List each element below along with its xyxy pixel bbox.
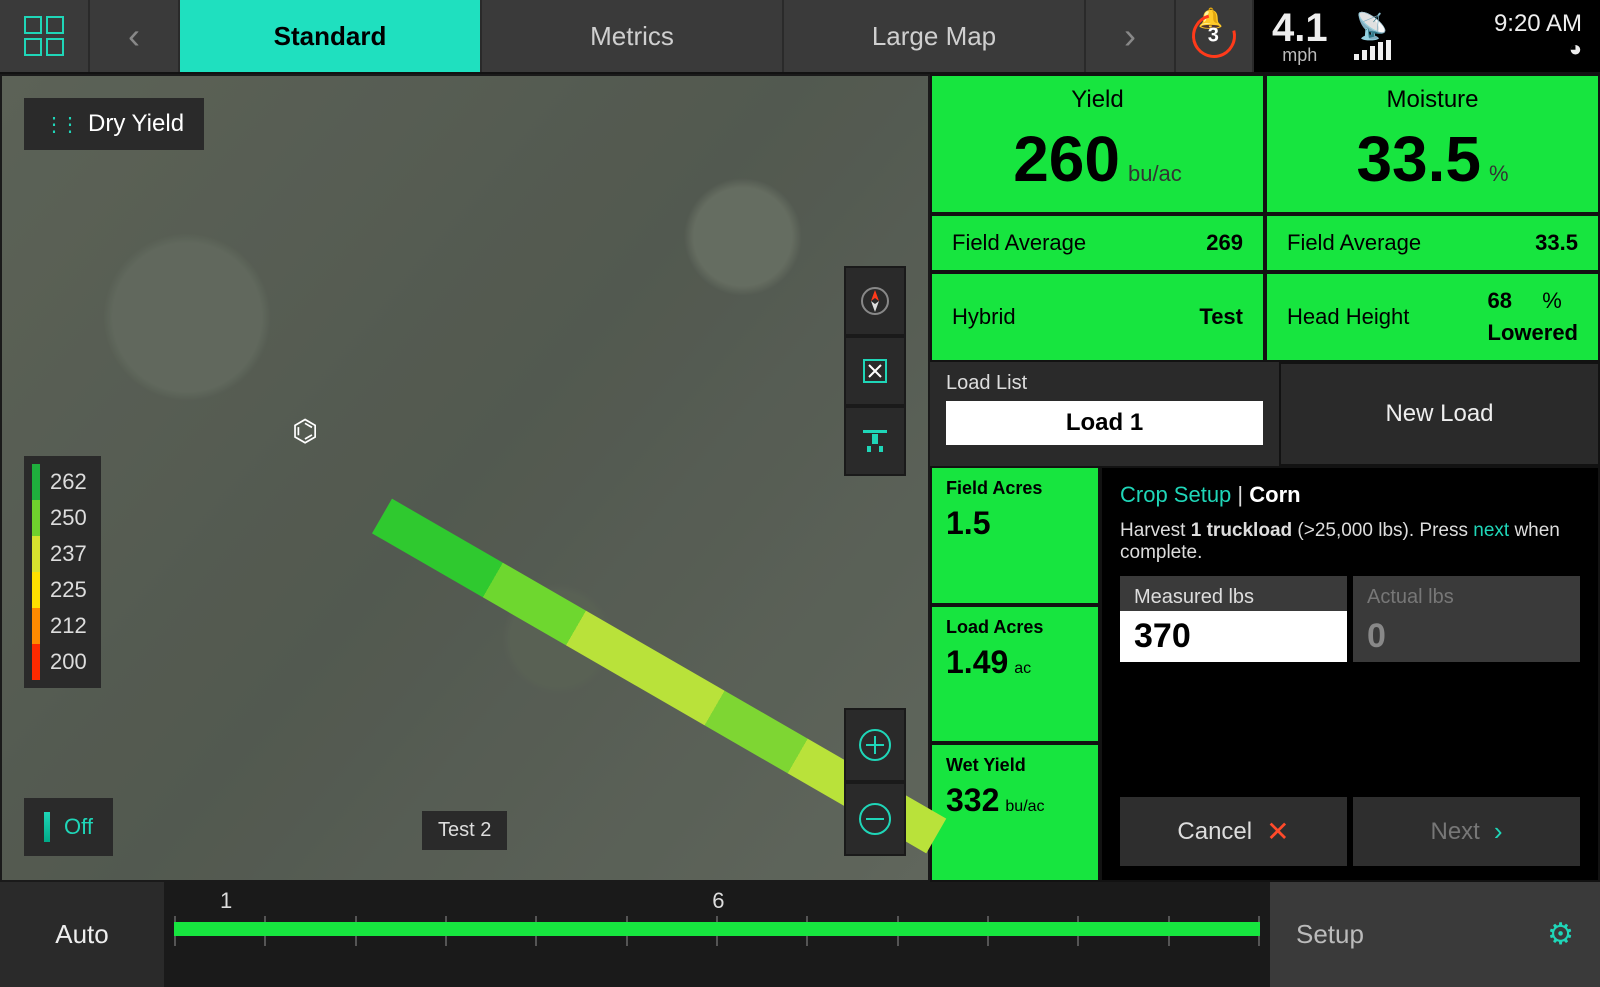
crop-setup-instruction: Harvest 1 truckload (>25,000 lbs). Press… [1120, 520, 1580, 564]
field-acres-card[interactable]: Field Acres 1.5 [930, 466, 1100, 605]
fullscreen-button[interactable] [844, 336, 906, 406]
new-load-button[interactable]: New Load [1279, 362, 1600, 466]
head-height-unit: % [1542, 288, 1578, 314]
wet-yield-value: 332 [946, 782, 999, 818]
load-acres-card[interactable]: Load Acres 1.49 ac [930, 605, 1100, 744]
yield-avg-row: Field Average 269 [930, 214, 1265, 272]
load-list-label: Load List [946, 372, 1263, 395]
legend-row: 262 [32, 464, 87, 500]
cancel-button[interactable]: Cancel ✕ [1120, 797, 1347, 866]
legend-row: 250 [32, 500, 87, 536]
layer-off-button[interactable]: Off [24, 798, 113, 856]
next-label: Next [1430, 818, 1479, 846]
measured-lbs-label: Measured lbs [1120, 576, 1347, 611]
gear-icon: ⚙ [1547, 917, 1574, 952]
layer-label: Dry Yield [88, 110, 184, 138]
field-label: Test 2 [422, 811, 507, 850]
yield-avg-value: 269 [1206, 230, 1243, 256]
nav-prev-button[interactable]: ‹ [90, 0, 178, 72]
auto-button[interactable]: Auto [0, 882, 164, 987]
map-view[interactable]: ⌬ ⋮⋮ Dry Yield 262250237225212200 Off Te… [0, 74, 930, 882]
menu-dots-icon: ⋮⋮ [44, 112, 76, 137]
chevron-right-icon: › [1494, 816, 1503, 847]
setup-label: Setup [1296, 919, 1364, 950]
crop-setup-panel: Crop Setup | Corn Harvest 1 truckload (>… [1100, 466, 1600, 882]
vehicle-icon: ⌬ [292, 414, 318, 449]
load-acres-value: 1.49 [946, 644, 1008, 680]
actual-lbs-box[interactable]: Actual lbs 0 [1353, 576, 1580, 662]
yield-unit: bu/ac [1128, 161, 1182, 186]
load-acres-label: Load Acres [946, 617, 1084, 638]
alarm-count-badge: 3 [1184, 6, 1244, 66]
moisture-unit: % [1489, 161, 1509, 186]
row-fill [174, 922, 1260, 936]
wet-yield-label: Wet Yield [946, 755, 1084, 776]
tab-large-map[interactable]: Large Map [784, 0, 1084, 72]
bar-icon [44, 812, 50, 842]
moisture-avg-label: Field Average [1287, 230, 1421, 256]
hybrid-label: Hybrid [952, 304, 1016, 330]
head-height-state: Lowered [1488, 320, 1578, 346]
legend: 262250237225212200 [24, 456, 101, 688]
hybrid-row[interactable]: Hybrid Test [930, 272, 1265, 362]
clock: 9:20 AM [1494, 11, 1582, 37]
head-height-pct: 68 [1488, 288, 1529, 314]
close-icon: ✕ [1266, 815, 1289, 848]
cancel-label: Cancel [1177, 818, 1252, 846]
moisture-title: Moisture [1267, 76, 1598, 118]
apps-button[interactable] [0, 0, 88, 72]
setup-button[interactable]: Setup ⚙ [1270, 882, 1600, 987]
legend-row: 225 [32, 572, 87, 608]
speed-unit: mph [1282, 46, 1317, 66]
actual-lbs-value: 0 [1353, 611, 1580, 662]
crop-setup-heading: Crop Setup | Corn [1120, 482, 1580, 508]
load-selected[interactable]: Load 1 [946, 401, 1263, 445]
moisture-avg-value: 33.5 [1535, 230, 1578, 256]
compass-button[interactable] [844, 266, 906, 336]
head-height-label: Head Height [1287, 304, 1474, 330]
next-button[interactable]: Next › [1353, 797, 1580, 866]
legend-row: 212 [32, 608, 87, 644]
row-markers: 16 [164, 888, 1270, 914]
yield-card[interactable]: Yield 260 bu/ac [930, 74, 1265, 214]
hybrid-value: Test [1199, 304, 1243, 330]
moisture-card[interactable]: Moisture 33.5% [1265, 74, 1600, 214]
alarm-button[interactable]: 🔔 3 [1176, 0, 1252, 72]
off-label: Off [64, 814, 93, 840]
tab-metrics[interactable]: Metrics [482, 0, 782, 72]
zoom-out-button[interactable] [844, 782, 906, 856]
signal-bars [1354, 40, 1391, 60]
head-height-row[interactable]: Head Height 68 % Lowered [1265, 272, 1600, 362]
yield-avg-label: Field Average [952, 230, 1086, 256]
field-acres-label: Field Acres [946, 478, 1084, 499]
satellite-icon: 📡 [1356, 12, 1388, 41]
speed-value: 4.1 [1272, 6, 1328, 50]
yield-value: 260 [1013, 123, 1120, 195]
zoom-in-button[interactable] [844, 708, 906, 782]
tab-standard[interactable]: Standard [180, 0, 480, 72]
map-toolbox [844, 266, 906, 476]
measured-lbs-box[interactable]: Measured lbs 370 [1120, 576, 1347, 662]
moisture-avg-row: Field Average 33.5 [1265, 214, 1600, 272]
load-list[interactable]: Load List Load 1 [930, 362, 1279, 466]
field-acres-value: 1.5 [946, 505, 990, 541]
wifi-icon: ◕ [1569, 37, 1582, 61]
center-vehicle-button[interactable] [844, 406, 906, 476]
zoom-controls [844, 708, 906, 856]
apps-icon [24, 16, 64, 56]
nav-next-button[interactable]: › [1086, 0, 1174, 72]
wet-yield-card[interactable]: Wet Yield 332 bu/ac [930, 743, 1100, 882]
layer-selector[interactable]: ⋮⋮ Dry Yield [24, 98, 204, 150]
measured-lbs-value: 370 [1120, 611, 1347, 662]
status-block: 4.1 mph 📡 9:20 AM ◕ [1254, 0, 1600, 72]
load-acres-unit: ac [1014, 660, 1031, 677]
row-status-bar[interactable]: 16 [164, 882, 1270, 987]
wet-yield-unit: bu/ac [1005, 798, 1044, 815]
actual-lbs-label: Actual lbs [1353, 576, 1580, 611]
yield-title: Yield [932, 76, 1263, 118]
moisture-value: 33.5 [1356, 123, 1481, 195]
legend-row: 200 [32, 644, 87, 680]
legend-row: 237 [32, 536, 87, 572]
